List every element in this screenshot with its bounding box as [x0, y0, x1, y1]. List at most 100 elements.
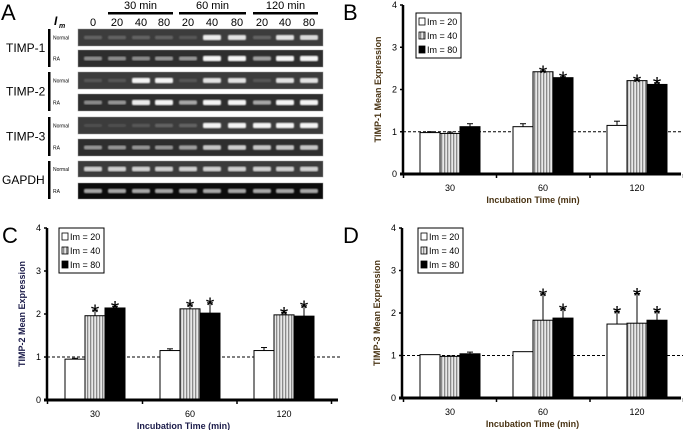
gel-band — [84, 35, 102, 40]
gel-band — [228, 99, 246, 106]
gel-band — [84, 100, 102, 105]
gel-band — [203, 166, 221, 172]
lane-label: 40 — [135, 17, 147, 29]
significance-star: * — [559, 299, 568, 324]
gel-band — [155, 166, 173, 172]
gel-band — [253, 122, 271, 129]
y-tick-label: 0 — [391, 393, 396, 403]
gel-band — [203, 188, 221, 194]
panel-label: B — [343, 0, 358, 25]
y-tick-label: 4 — [36, 223, 41, 233]
legend-label: Im = 20 — [427, 17, 457, 27]
significance-star: * — [539, 284, 548, 309]
legend-label: Im = 80 — [427, 45, 457, 55]
bar — [459, 353, 481, 399]
gene-label: TIMP-2 — [6, 85, 46, 99]
bar — [532, 71, 554, 175]
bar — [626, 322, 648, 399]
gel-band — [228, 166, 246, 172]
y-tick-label: 3 — [391, 266, 396, 276]
y-tick-label: 1 — [36, 352, 41, 362]
time-group-label: 120 min — [266, 0, 305, 12]
bar — [439, 132, 461, 175]
gel-band — [228, 34, 246, 41]
bar — [159, 350, 181, 401]
y-tick-label: 4 — [392, 0, 397, 10]
bar — [104, 307, 126, 401]
gel-band — [84, 56, 102, 61]
gel-band — [155, 56, 173, 61]
gel-band — [108, 166, 126, 172]
bar — [646, 83, 668, 175]
y-tick-label: 0 — [392, 169, 397, 179]
row-label: RA — [53, 146, 61, 152]
y-tick-label: 3 — [392, 42, 397, 52]
gel-band — [179, 188, 197, 194]
y-tick-label: 0 — [36, 395, 41, 405]
row-label: Normal — [53, 79, 69, 85]
x-tick-label: 120 — [629, 183, 644, 193]
lane-label: 20 — [182, 17, 194, 29]
lane-label: 80 — [231, 17, 243, 29]
gel-band — [108, 56, 126, 61]
gel-band — [253, 56, 271, 61]
gel-band — [228, 77, 246, 84]
gel-band — [179, 145, 197, 150]
gel-band — [203, 145, 221, 150]
gel-band — [155, 145, 173, 150]
gel-band — [300, 35, 318, 40]
significance-star: * — [633, 70, 642, 95]
gel-band — [203, 77, 221, 84]
gel-band — [253, 100, 271, 105]
time-group-label: 60 min — [196, 0, 229, 12]
bar — [439, 355, 461, 399]
gene-bracket — [48, 117, 51, 156]
bar — [64, 358, 86, 401]
gel-band — [179, 56, 197, 61]
bar — [606, 124, 628, 175]
gel-band — [203, 99, 221, 106]
legend: Im = 20 Im = 40 Im = 80 — [417, 227, 464, 274]
gel-band — [276, 99, 294, 106]
gel-strip — [77, 71, 324, 90]
lane-label: 80 — [303, 17, 315, 29]
bar — [293, 315, 315, 401]
gel-band — [108, 188, 126, 194]
gel-band — [132, 188, 150, 194]
legend-label: Im = 20 — [429, 232, 459, 242]
gel-band — [108, 100, 126, 105]
gel-band — [155, 35, 173, 40]
x-axis-label: Incubation Time (min) — [486, 419, 579, 429]
significance-star: * — [280, 302, 289, 327]
gel-band — [84, 123, 102, 128]
gel-band — [155, 77, 173, 84]
legend-swatch — [418, 17, 426, 26]
bar — [199, 312, 221, 401]
legend-label: Im = 80 — [429, 260, 459, 270]
gel-strip — [77, 182, 324, 200]
row-label: RA — [53, 101, 61, 107]
lane-label: 40 — [279, 17, 291, 29]
gel-strip — [77, 116, 324, 135]
gel-band — [276, 145, 294, 150]
gel-band — [228, 188, 246, 194]
legend: Im = 20 Im = 40 Im = 80 — [415, 12, 462, 59]
row-label: Normal — [53, 124, 69, 130]
time-group-bar — [108, 12, 173, 15]
gel-band — [276, 166, 294, 172]
gel-band — [203, 55, 221, 62]
x-axis-label: Incubation Time (min) — [486, 195, 579, 205]
bar — [459, 126, 481, 175]
legend-label: Im = 40 — [427, 31, 457, 41]
legend-label: Im = 40 — [70, 246, 100, 256]
legend-swatch — [61, 232, 69, 241]
bar — [646, 319, 668, 399]
significance-star: * — [206, 293, 215, 318]
x-tick-label: 60 — [185, 409, 195, 419]
gel-band — [132, 99, 150, 106]
gel-band — [300, 188, 318, 194]
panel-label: C — [2, 223, 18, 248]
gel-band — [228, 145, 246, 150]
